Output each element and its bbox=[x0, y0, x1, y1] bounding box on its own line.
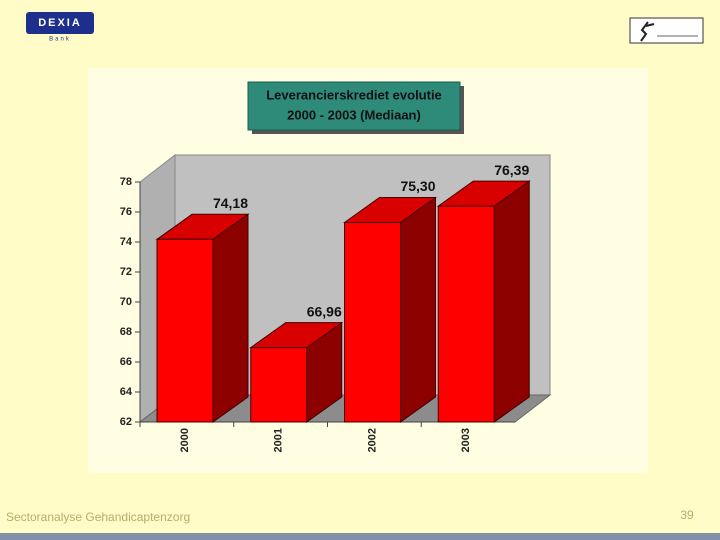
bar bbox=[344, 222, 401, 423]
bar-side bbox=[212, 213, 249, 423]
y-tick-label: 76 bbox=[120, 206, 132, 218]
title-box bbox=[247, 81, 461, 131]
bar bbox=[156, 238, 214, 423]
x-tick-label: 2003 bbox=[460, 428, 472, 452]
logo-sub: Bank bbox=[49, 37, 71, 43]
x-tick-label: 2000 bbox=[179, 428, 191, 452]
value-label: 75,30 bbox=[400, 178, 435, 194]
value-label: 76,39 bbox=[494, 162, 529, 178]
x-tick-label: 2002 bbox=[366, 428, 378, 452]
y-tick-label: 74 bbox=[120, 236, 133, 248]
footer: Sectoranalyse Gehandicaptenzorg bbox=[6, 510, 190, 524]
logo-box bbox=[26, 12, 94, 34]
bar bbox=[437, 205, 495, 423]
y-tick-label: 68 bbox=[120, 326, 132, 338]
chart-title: Leverancierskrediet evolutie bbox=[266, 87, 442, 102]
y-tick-label: 64 bbox=[120, 386, 133, 398]
plot: 62 64 66 68 70 72 74 76 78 2000 74,18 2001 66,96 2002… bbox=[120, 153, 552, 452]
chart-subtitle: 2000 - 2003 (Mediaan) bbox=[287, 107, 421, 122]
partner-logo-figure bbox=[640, 21, 655, 42]
y-tick-label: 70 bbox=[120, 296, 132, 308]
logo-name: DEXIA bbox=[38, 17, 82, 29]
bar bbox=[250, 347, 308, 423]
value-label: 66,96 bbox=[307, 303, 342, 319]
y-tick-label: 78 bbox=[120, 176, 132, 188]
y-tick-label: 66 bbox=[120, 356, 132, 368]
page-number: 39 bbox=[680, 508, 694, 522]
partner-logo bbox=[629, 17, 704, 44]
value-label: 74,18 bbox=[213, 195, 248, 211]
x-tick-label: 2001 bbox=[273, 428, 285, 452]
bar-side bbox=[493, 180, 530, 423]
bottom-bar bbox=[0, 533, 720, 540]
y-tick-label: 62 bbox=[120, 416, 132, 428]
y-tick-label: 72 bbox=[120, 266, 132, 278]
bar-side bbox=[400, 196, 436, 423]
